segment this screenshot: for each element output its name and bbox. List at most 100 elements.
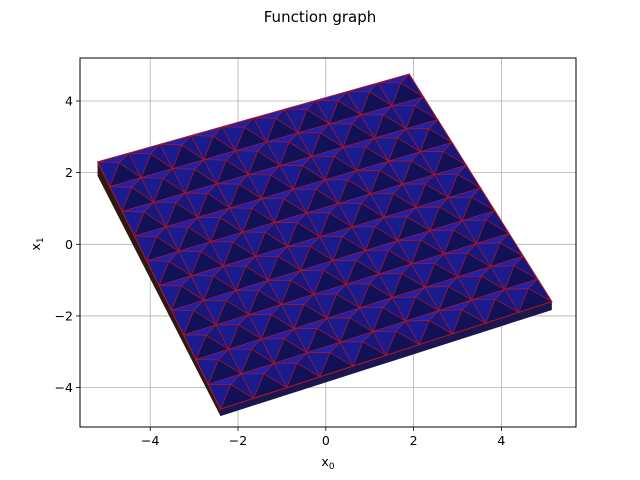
surface-facet: [397, 239, 422, 265]
surface-facet: [153, 201, 177, 228]
surface-facet: [248, 314, 272, 340]
surface-facet: [247, 174, 272, 200]
surface-side-left: [97, 161, 221, 417]
surface-facet: [306, 352, 331, 378]
x-tick-label: 0: [322, 433, 330, 448]
surface-facet: [283, 108, 308, 134]
surface-facet: [190, 135, 214, 161]
surface-facet: [273, 362, 298, 389]
surface-facet: [310, 155, 335, 181]
surface-facet: [373, 137, 398, 162]
surface-facet: [190, 275, 215, 302]
surface-facet: [240, 373, 265, 400]
surface-facet: [260, 338, 285, 365]
surface-facet: [369, 193, 394, 218]
surface-facet: [364, 249, 389, 275]
surface-facet: [292, 188, 317, 214]
surface-facet: [405, 320, 430, 346]
surface-facet: [287, 246, 311, 272]
surface-facet: [324, 179, 349, 205]
surface-facet: [378, 273, 403, 299]
surface-facet: [315, 100, 339, 125]
surface-facet: [273, 222, 298, 248]
y-tick-label: −4: [55, 380, 73, 395]
surface-facet: [443, 252, 468, 278]
surface-facet: [293, 328, 318, 354]
surface-facet: [471, 298, 496, 324]
surface-facet: [391, 296, 417, 322]
surface-facet: [300, 269, 325, 296]
surface-facet: [345, 283, 370, 309]
surface-facet: [429, 229, 454, 255]
x-axis-label: x0: [321, 454, 334, 472]
surface-facet: [203, 159, 227, 185]
surface-facet: [266, 141, 290, 167]
x-tick-label: 2: [410, 433, 418, 448]
surface-facet: [242, 231, 266, 258]
surface-facet: [235, 289, 260, 316]
surface-facet: [332, 259, 357, 285]
surface-facet: [457, 275, 482, 301]
surface-facet: [356, 170, 381, 195]
surface-facet: [337, 202, 362, 228]
surface-facet: [447, 196, 473, 222]
surface-outline: [96, 73, 553, 410]
surface-facet: [433, 173, 458, 199]
surface-facet: [216, 183, 240, 209]
surface-facet: [234, 150, 259, 176]
surface-facet: [279, 165, 303, 191]
surface-facet: [203, 299, 227, 326]
surface-facet: [260, 198, 285, 224]
surface-facet: [342, 146, 367, 172]
surface-facet: [328, 123, 353, 148]
y-tick-label: 4: [65, 93, 73, 108]
surface-facet: [475, 242, 501, 268]
y-tick-label: −2: [55, 308, 73, 323]
surface-side-bottom: [220, 301, 552, 417]
surface-facet: [178, 250, 202, 277]
surface-facet: [401, 183, 426, 209]
y-axis-label-sub: 1: [36, 237, 46, 243]
surface-facet: [172, 168, 196, 194]
surface-facet: [383, 216, 408, 242]
surface-facet: [184, 192, 208, 219]
surface-facet: [197, 216, 221, 243]
x-tick-label: −4: [141, 433, 159, 448]
surface-facet: [313, 293, 338, 320]
y-axis-label: x1: [28, 237, 46, 250]
x-axis-label-sub: 0: [329, 462, 335, 472]
surface-facet: [159, 143, 183, 170]
surface-facet: [461, 219, 487, 245]
surface-facet: [140, 177, 164, 204]
surface-facet: [377, 82, 402, 107]
y-tick-label: 0: [65, 237, 73, 252]
surface-facet: [326, 317, 351, 344]
surface-facet: [228, 348, 252, 375]
surface-facet: [415, 206, 440, 232]
surface-facet: [351, 226, 376, 252]
surface-facet: [280, 304, 305, 330]
surface-facet: [359, 307, 384, 333]
y-ticks: −4 −2 0 2 4: [55, 93, 80, 395]
surface-facet: [391, 105, 416, 130]
surface-facet: [346, 91, 370, 116]
surface-mesh: [96, 73, 553, 417]
surface-facet: [372, 330, 397, 357]
surface-facet: [252, 117, 277, 143]
x-axis-label-base: x: [321, 454, 328, 469]
surface-facet: [210, 241, 234, 267]
surface-facet: [267, 279, 292, 306]
x-tick-label: 4: [497, 433, 505, 448]
surface-facet: [305, 212, 330, 238]
surface-facet: [360, 114, 384, 139]
surface-facet: [410, 263, 436, 288]
surface-facet: [504, 288, 529, 314]
surface-facet: [221, 126, 245, 152]
surface-facet: [387, 160, 412, 185]
surface-facet: [222, 265, 247, 292]
axes-frame: [79, 57, 577, 428]
surface-facet: [215, 324, 240, 351]
surface-facet: [419, 151, 444, 176]
